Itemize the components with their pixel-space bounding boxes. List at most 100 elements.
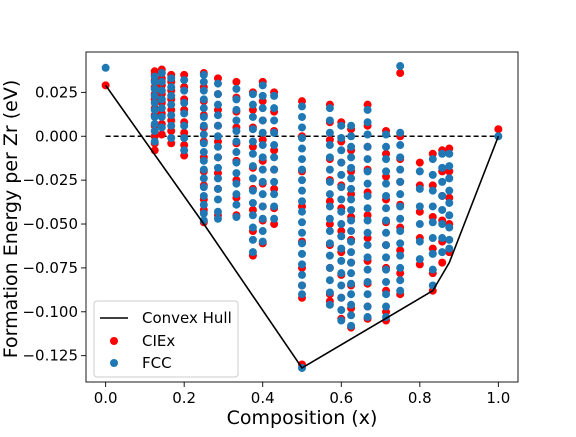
legend-label-fcc: FCC <box>142 354 172 372</box>
point-fcc <box>213 174 222 183</box>
point-fcc <box>337 121 346 130</box>
point-fcc <box>363 118 372 127</box>
point-fcc <box>150 77 159 86</box>
point-ciex <box>438 258 447 267</box>
point-fcc <box>167 134 176 143</box>
point-fcc <box>232 137 241 146</box>
plot-frame <box>85 51 519 383</box>
point-fcc <box>199 86 208 95</box>
point-fcc <box>428 249 437 258</box>
point-fcc <box>428 202 437 211</box>
point-ciex <box>415 158 424 167</box>
point-fcc <box>363 241 372 250</box>
point-fcc <box>325 128 334 137</box>
point-fcc <box>325 165 334 174</box>
point-fcc <box>347 321 356 330</box>
point-fcc <box>325 251 334 260</box>
point-fcc <box>298 134 306 143</box>
point-fcc <box>396 177 405 186</box>
point-fcc <box>199 139 208 148</box>
point-fcc <box>382 216 391 225</box>
point-fcc <box>258 165 267 174</box>
point-fcc <box>415 220 424 229</box>
point-fcc <box>270 104 279 113</box>
point-fcc <box>415 167 424 176</box>
point-fcc <box>396 141 405 150</box>
point-fcc <box>270 141 279 150</box>
point-fcc <box>438 191 447 200</box>
point-fcc <box>396 239 405 248</box>
point-fcc <box>337 269 346 278</box>
point-fcc <box>258 104 267 113</box>
point-fcc <box>396 190 405 199</box>
point-fcc <box>347 195 356 204</box>
point-fcc <box>232 158 241 167</box>
x-tick-label: 1.0 <box>486 389 510 407</box>
point-fcc <box>101 63 110 72</box>
point-fcc <box>325 276 334 285</box>
point-fcc <box>157 112 166 121</box>
point-fcc <box>258 91 267 100</box>
point-fcc <box>167 74 176 83</box>
point-fcc <box>337 183 346 192</box>
point-fcc <box>428 265 437 274</box>
point-fcc <box>248 125 257 134</box>
point-fcc <box>298 218 306 227</box>
point-fcc <box>363 130 372 139</box>
point-fcc <box>445 198 454 207</box>
point-fcc <box>445 149 454 158</box>
point-fcc <box>157 95 166 104</box>
point-fcc <box>428 218 437 227</box>
point-fcc <box>347 258 356 267</box>
point-fcc <box>213 111 222 120</box>
point-fcc <box>337 232 346 241</box>
legend: Convex Hull CIEx FCC <box>93 300 239 378</box>
point-fcc <box>199 95 208 104</box>
point-fcc <box>396 263 405 272</box>
point-fcc <box>396 251 405 260</box>
point-fcc <box>248 198 257 207</box>
point-fcc <box>363 167 372 176</box>
point-fcc <box>298 260 306 269</box>
point-fcc <box>270 214 279 223</box>
point-fcc <box>363 313 372 322</box>
point-fcc <box>382 253 391 262</box>
point-fcc <box>150 126 159 135</box>
x-tick-label: 0.4 <box>251 389 275 407</box>
point-fcc <box>258 177 267 186</box>
point-fcc <box>199 148 208 157</box>
point-fcc <box>415 202 424 211</box>
point-fcc <box>298 239 306 248</box>
point-fcc <box>438 220 447 229</box>
point-fcc <box>270 177 279 186</box>
point-fcc <box>347 248 356 257</box>
point-fcc <box>180 109 189 118</box>
y-tick-label: −0.025 <box>22 171 78 189</box>
point-fcc <box>396 153 405 162</box>
point-fcc <box>325 214 334 223</box>
point-fcc <box>248 137 257 146</box>
point-fcc <box>337 256 346 265</box>
y-tick-label: −0.075 <box>22 259 78 277</box>
plot-area <box>101 62 503 372</box>
point-fcc <box>347 184 356 193</box>
point-fcc <box>382 290 391 299</box>
point-fcc <box>347 279 356 288</box>
point-fcc <box>167 91 176 100</box>
point-fcc <box>199 77 208 86</box>
point-ciex <box>157 130 166 139</box>
point-fcc <box>270 190 279 199</box>
point-fcc <box>325 202 334 211</box>
y-tick-label: −0.100 <box>22 303 78 321</box>
point-fcc <box>415 184 424 193</box>
point-fcc <box>445 223 454 232</box>
point-fcc <box>232 95 241 104</box>
point-fcc <box>248 211 257 220</box>
point-fcc <box>298 186 306 195</box>
point-fcc <box>347 174 356 183</box>
point-fcc <box>298 176 306 185</box>
point-fcc <box>248 186 257 195</box>
point-fcc <box>382 130 391 139</box>
point-fcc <box>248 174 257 183</box>
point-fcc <box>167 121 176 130</box>
